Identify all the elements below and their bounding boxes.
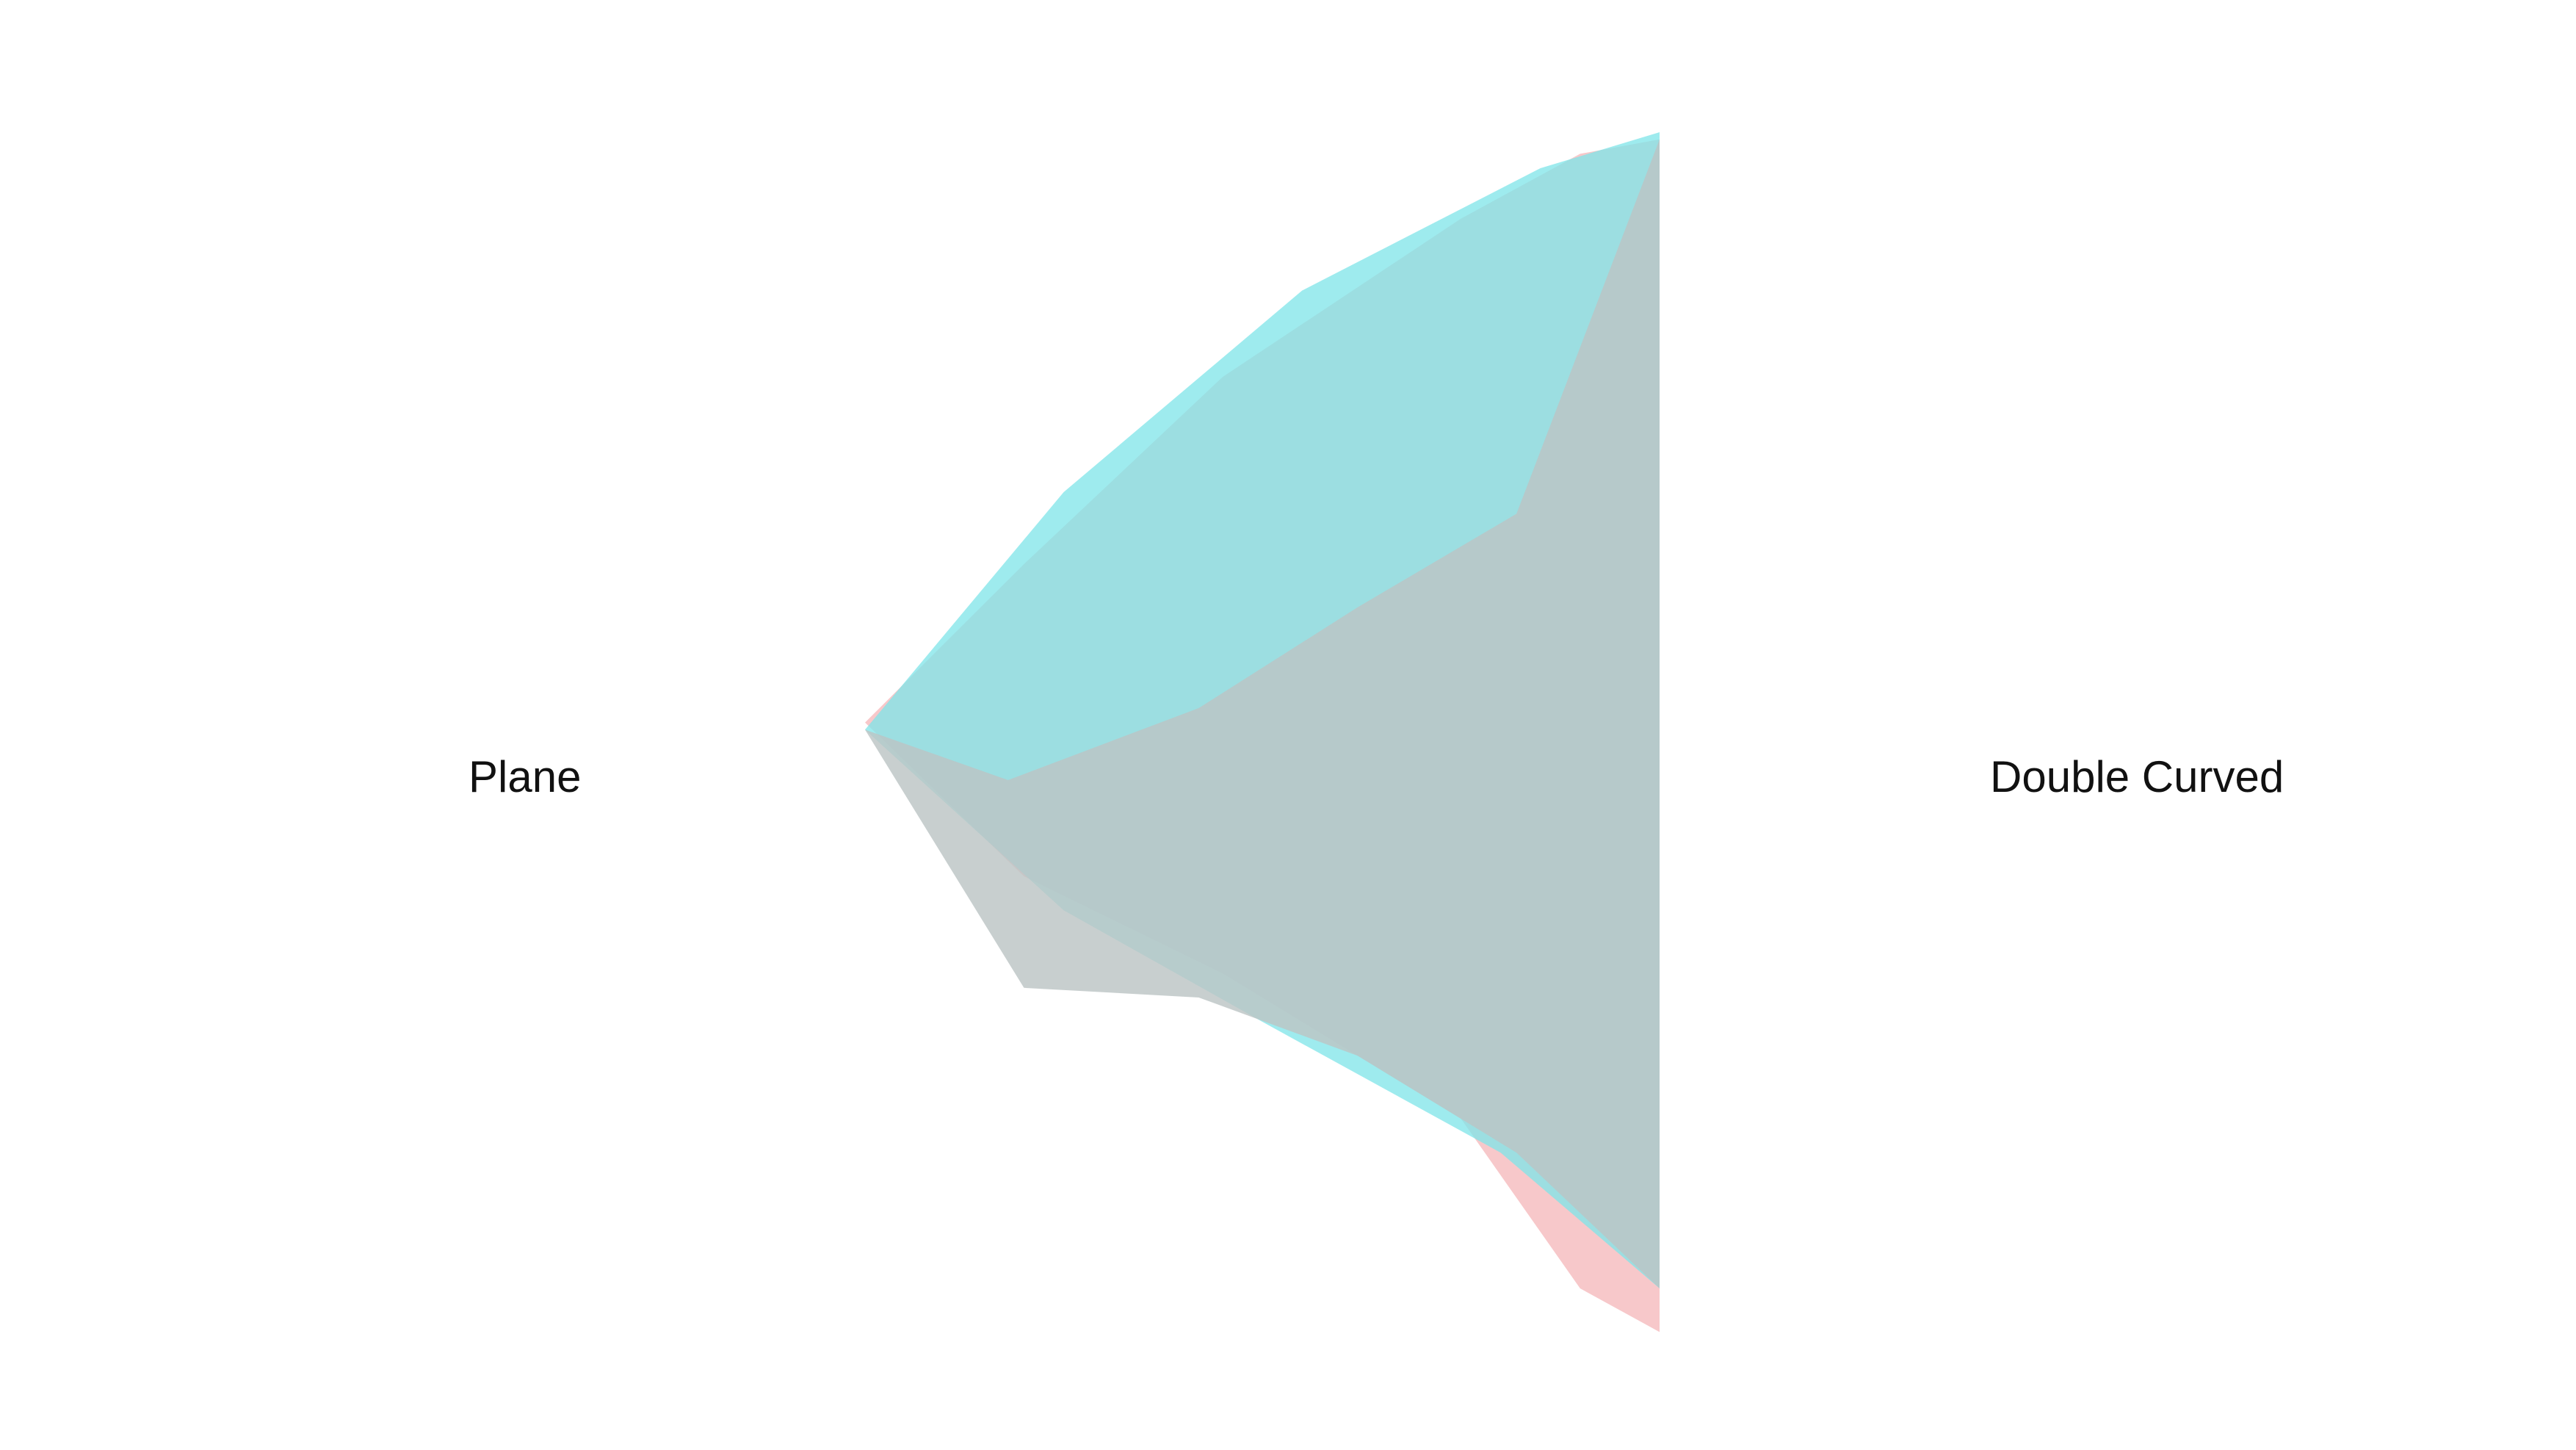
area-surfaces (865, 132, 1660, 1332)
category-label-plane: Plane (468, 752, 581, 801)
area-overlap (865, 139, 1660, 1288)
category-label-double-curved: Double Curved (1990, 752, 2284, 801)
